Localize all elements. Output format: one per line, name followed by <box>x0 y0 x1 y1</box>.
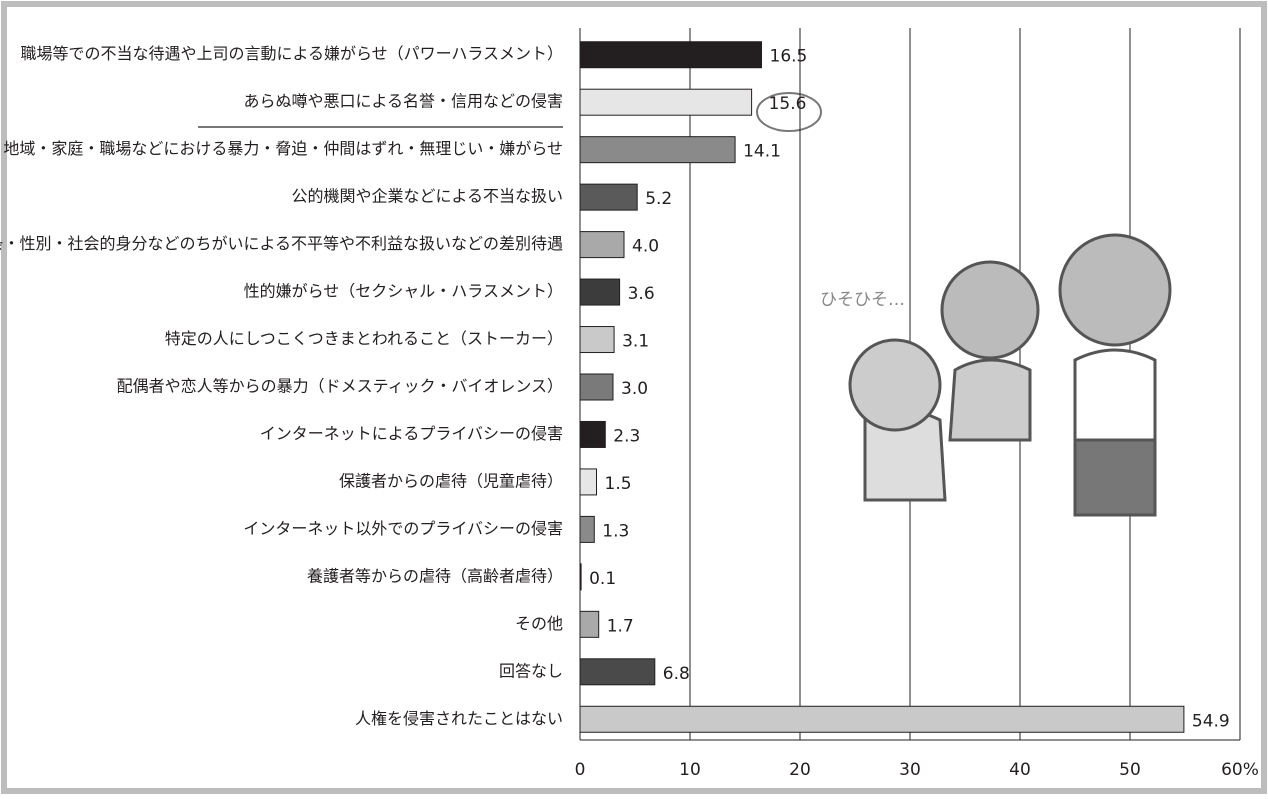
page: 0 10 20 30 40 50 60% 職場等での不当な待遇や上司の言動による嫌がらせ（パワ… <box>0 0 1268 799</box>
value-label: 2.3 <box>613 426 640 446</box>
value-label: 54.9 <box>1192 711 1230 731</box>
category-label: その他 <box>515 614 563 633</box>
bar <box>580 374 613 400</box>
value-label: 1.3 <box>602 521 629 541</box>
category-label: 人権を侵害されたことはない <box>355 709 563 728</box>
figure-head <box>1060 235 1170 345</box>
category-label: 信条・性別・社会的身分などのちがいによる不平等や不利益な扱いなどの差別待遇 <box>0 234 563 253</box>
illustration <box>850 235 1170 515</box>
value-label: 3.6 <box>628 284 655 304</box>
figure-skirt <box>1075 440 1155 515</box>
x-tick-label: 10 <box>679 760 701 780</box>
category-label: 地域・家庭・職場などにおける暴力・脅迫・仲間はずれ・無理じい・嫌がらせ <box>3 139 563 158</box>
bar <box>580 184 637 210</box>
x-tick-label: 30 <box>899 760 921 780</box>
x-tick-label: 50 <box>1119 760 1141 780</box>
value-label: 3.0 <box>621 379 648 399</box>
bar <box>580 469 597 495</box>
bar <box>580 232 624 258</box>
category-label: 職場等での不当な待遇や上司の言動による嫌がらせ（パワーハラスメント） <box>20 44 563 63</box>
bar <box>580 42 762 68</box>
bar <box>580 421 605 447</box>
category-label: 養護者等からの虐待（高齢者虐待） <box>307 566 563 585</box>
category-label: インターネット以外でのプライバシーの侵害 <box>243 519 563 538</box>
value-label: 0.1 <box>589 569 616 589</box>
value-label: 4.0 <box>632 237 659 257</box>
value-label: 14.1 <box>743 142 781 162</box>
x-tick-label: 60% <box>1221 760 1259 780</box>
bar <box>580 516 594 542</box>
bar <box>580 327 614 353</box>
value-label: 6.8 <box>663 664 690 684</box>
category-label: 配偶者や恋人等からの暴力（ドメスティック・バイオレンス） <box>117 377 563 396</box>
bar <box>580 89 752 115</box>
bar <box>580 706 1184 732</box>
category-label: 特定の人にしつこくつきまとわれること（ストーカー） <box>165 329 563 348</box>
value-label: 15.6 <box>769 94 807 114</box>
category-label: インターネットによるプライバシーの侵害 <box>260 424 563 443</box>
bar <box>580 564 581 590</box>
category-label: 保護者からの虐待（児童虐待） <box>339 471 563 490</box>
bar <box>580 137 735 163</box>
x-tick-label: 40 <box>1009 760 1031 780</box>
category-label: 回答なし <box>499 661 563 680</box>
category-label: 公的機関や企業などによる不当な扱い <box>291 187 563 206</box>
value-label: 3.1 <box>622 332 649 352</box>
chart: 0 10 20 30 40 50 60% 職場等での不当な待遇や上司の言動による嫌がらせ（パワ… <box>0 0 1268 795</box>
figure-head <box>850 340 940 430</box>
figure-body <box>950 360 1030 440</box>
value-label: 5.2 <box>645 189 672 209</box>
value-label: 1.5 <box>605 474 632 494</box>
category-label: あらぬ噂や悪口による名誉・信用などの侵害 <box>243 92 563 111</box>
bar <box>580 611 599 637</box>
x-tick-label: 0 <box>575 760 586 780</box>
bar <box>580 279 620 305</box>
bar <box>580 659 655 685</box>
annotation: ひそひそ… <box>820 290 905 310</box>
value-label: 16.5 <box>770 47 808 67</box>
value-label: 1.7 <box>607 616 634 636</box>
category-label: 性的嫌がらせ（セクシャル・ハラスメント） <box>244 282 563 301</box>
x-tick-label: 20 <box>789 760 811 780</box>
figure-head <box>942 262 1038 358</box>
